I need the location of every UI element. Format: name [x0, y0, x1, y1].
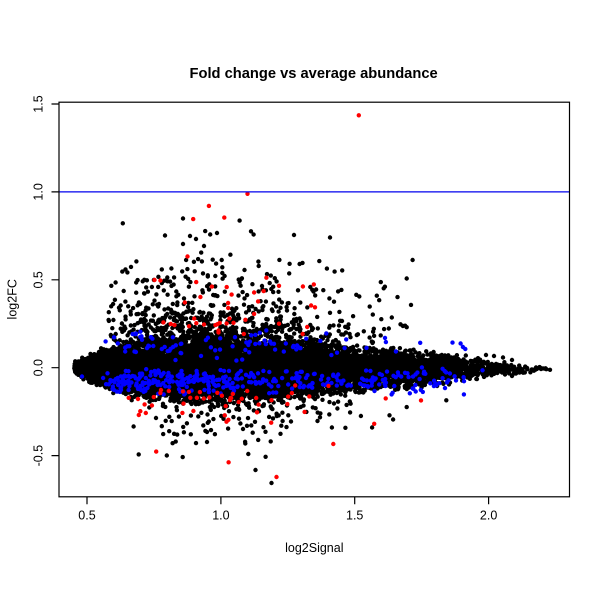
svg-text:Fold change vs average abundan: Fold change vs average abundance	[190, 66, 438, 82]
svg-text:0.5: 0.5	[32, 271, 46, 288]
svg-text:1.0: 1.0	[32, 183, 46, 200]
svg-text:log2FC: log2FC	[6, 279, 20, 319]
svg-text:0.0: 0.0	[32, 359, 46, 376]
svg-text:log2Signal: log2Signal	[285, 541, 343, 555]
svg-text:2.0: 2.0	[480, 509, 497, 523]
svg-text:-0.5: -0.5	[32, 445, 46, 467]
svg-text:1.5: 1.5	[32, 95, 46, 112]
svg-text:1.5: 1.5	[346, 509, 363, 523]
svg-text:1.0: 1.0	[212, 509, 229, 523]
svg-text:0.5: 0.5	[78, 509, 95, 523]
